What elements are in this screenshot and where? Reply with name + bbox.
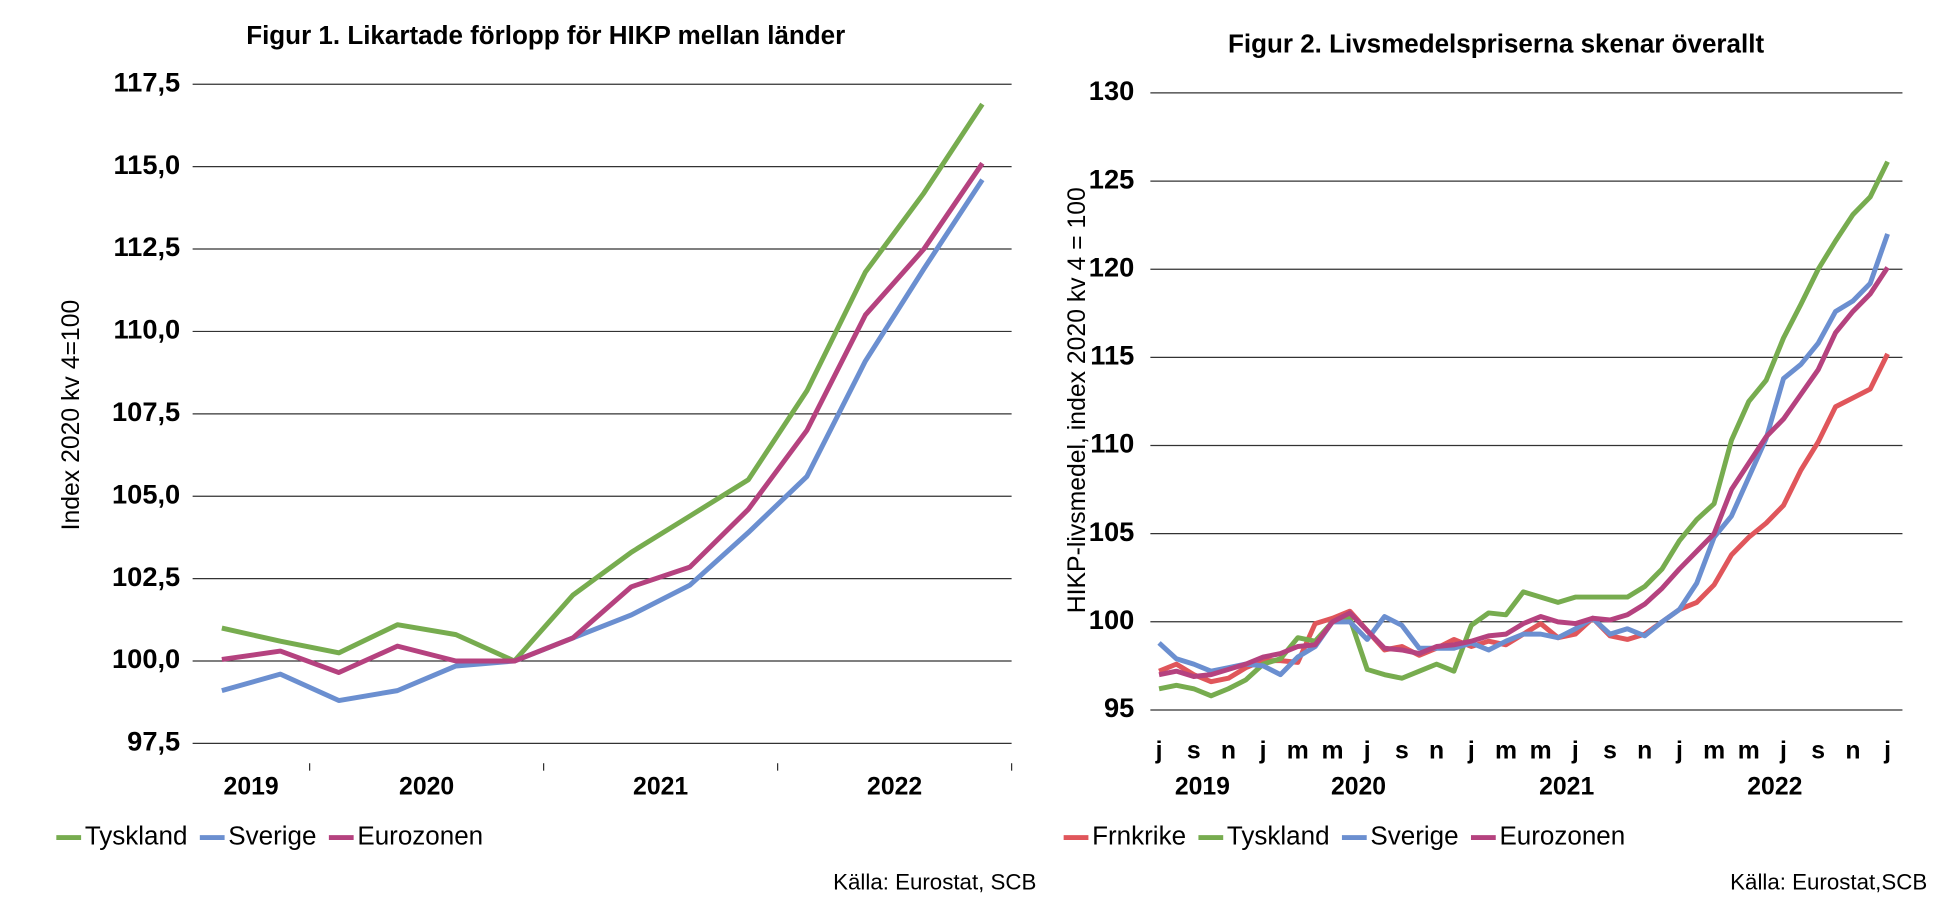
x-group-label: 2020 [399,774,454,801]
x-tick-label: n [1221,738,1236,765]
y-tick-label: 115,0 [114,149,181,180]
y-tick-label: 102,5 [112,561,180,592]
y-tick-label: 105 [1089,516,1134,547]
y-tick-label: 97,5 [127,726,180,757]
x-tick-label: s [1395,738,1409,765]
x-tick-label: m [1321,738,1343,765]
x-tick-label: m [1738,738,1760,765]
x-tick-label: m [1703,738,1725,765]
series-line [221,102,985,664]
y-tick-label: 125 [1089,163,1134,194]
legend-label: Tyskland [85,820,188,850]
y-tick-label: 110,0 [114,314,181,345]
series-line [1158,266,1890,679]
x-tick-label: j [1363,738,1371,765]
x-group-label: 2020 [1331,774,1386,801]
y-axis-title: HIKP-livsmedel, index 2020 kv 4 = 100 [1064,187,1091,613]
y-tick-label: 112,5 [114,231,181,262]
legend-label: Sverige [1370,820,1458,850]
x-tick-label: j [1883,738,1891,765]
y-tick-label: 130 [1089,75,1134,106]
legend-label: Eurozonen [357,820,483,850]
y-tick-label: 115 [1090,340,1134,371]
x-group-label: 2022 [867,774,922,801]
x-tick-label: j [1571,738,1579,765]
series-line [1158,160,1890,699]
series-line [221,178,985,704]
chart-title: Figur 1. Likartade förlopp för HIKP mell… [246,20,845,50]
y-tick-label: 110 [1090,428,1134,459]
x-tick-label: n [1845,738,1860,765]
x-group-label: 2019 [1175,774,1230,801]
x-tick-label: s [1603,738,1617,765]
chart-title: Figur 2. Livsmedelspriserna skenar övera… [1228,29,1764,59]
x-tick-label: m [1495,738,1517,765]
y-tick-label: 100,0 [112,643,180,674]
x-group-label: 2022 [1747,774,1802,801]
series-line [1157,233,1890,678]
x-tick-label: s [1187,738,1201,765]
x-tick-label: m [1287,738,1309,765]
y-axis-title: Index 2020 kv 4=100 [58,300,85,531]
x-tick-label: s [1811,738,1825,765]
y-tick-label: 95 [1104,692,1134,723]
y-tick-label: 107,5 [112,396,180,427]
legend-label: Sverige [228,820,316,850]
y-tick-label: 100 [1089,604,1134,635]
x-tick-label: j [1675,738,1683,765]
series-line [221,161,985,676]
x-tick-label: m [1530,738,1552,765]
x-tick-label: j [1467,738,1475,765]
x-tick-label: n [1637,738,1652,765]
x-group-label: 2019 [224,774,279,801]
x-tick-label: j [1259,738,1267,765]
x-tick-label: j [1779,738,1787,765]
x-group-label: 2021 [633,774,688,801]
x-tick-label: n [1429,738,1444,765]
legend-label: Eurozonen [1499,820,1625,850]
y-tick-label: 120 [1089,251,1134,282]
x-group-label: 2021 [1539,774,1594,801]
x-tick-label: j [1155,738,1163,765]
y-tick-label: 117,5 [114,66,181,97]
y-tick-label: 105,0 [112,478,180,509]
source: Källa: Eurostat, SCB [833,869,1036,894]
source: Källa: Eurostat,SCB [1730,869,1927,894]
legend-label: Frnkrike [1092,820,1186,850]
legend-label: Tyskland [1227,820,1330,850]
